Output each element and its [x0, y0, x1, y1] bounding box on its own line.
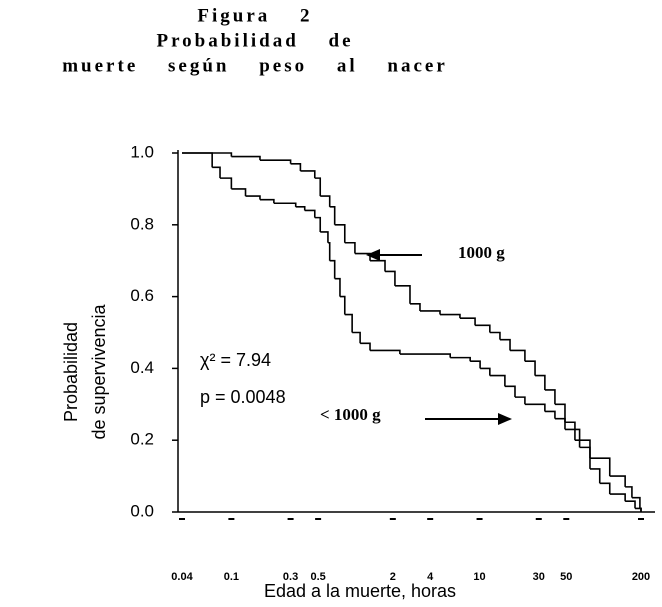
y-tick-label: 0.6: [130, 286, 154, 305]
step-segment: [564, 421, 576, 441]
step-segment: [354, 252, 371, 261]
step-segment: [589, 468, 601, 484]
step-segment: [320, 231, 329, 243]
x-tick-label: 0.5: [310, 571, 325, 583]
series-label: < 1000 g: [320, 405, 381, 424]
y-tick-label: 0.2: [130, 430, 154, 449]
step-segment: [574, 439, 591, 459]
annotation: p = 0.0048: [200, 387, 286, 407]
step-segment: [370, 349, 401, 355]
step-segment: [245, 195, 261, 200]
chart-title: muerte según peso al nacer: [62, 55, 448, 76]
x-tick-label: 4: [427, 571, 434, 583]
step-segment: [334, 277, 341, 297]
x-tick-label: 2: [390, 571, 396, 583]
x-tick-label: 0.1: [224, 571, 239, 583]
step-segment: [344, 241, 356, 254]
step-segment: [625, 500, 636, 509]
step-segment: [295, 206, 306, 211]
step-segment: [599, 482, 611, 495]
step-segment: [273, 202, 297, 207]
step-segment: [370, 259, 386, 272]
step-segment: [554, 403, 566, 423]
step-segment: [554, 417, 566, 430]
y-tick-label: 1.0: [130, 142, 154, 161]
arrow-head: [498, 413, 512, 425]
x-tick-label: 0.04: [171, 571, 193, 583]
x-tick-label: 50: [560, 571, 572, 583]
step-segment: [339, 295, 346, 315]
x-tick-label: 30: [533, 571, 545, 583]
step-segment: [499, 338, 511, 351]
step-segment: [300, 170, 316, 179]
step-segment: [329, 206, 336, 225]
step-segment: [489, 331, 501, 340]
step-segment: [524, 403, 546, 412]
step-segment: [564, 428, 581, 448]
step-segment: [259, 159, 292, 164]
step-segment: [327, 241, 331, 261]
x-tick-label: 200: [632, 571, 650, 583]
step-segment: [259, 198, 275, 204]
step-segment: [314, 177, 322, 197]
step-segment: [609, 475, 626, 487]
x-axis-label: Edad a la muerte, horas: [264, 581, 456, 601]
series-label: 1000 g: [458, 243, 505, 262]
step-segment: [182, 152, 213, 168]
chart-title: Figura 2: [197, 5, 312, 26]
step-segment: [231, 155, 261, 161]
y-axis-label: de supervivencia: [89, 303, 109, 439]
step-segment: [231, 188, 247, 197]
annotation: χ² = 7.94: [200, 350, 271, 370]
x-tick-label: 0.3: [283, 571, 298, 583]
step-segment: [459, 317, 476, 326]
step-segment: [220, 177, 233, 189]
x-tick-label: 10: [473, 571, 485, 583]
step-segment: [589, 457, 611, 477]
chart-title: Probabilidad de: [156, 30, 353, 51]
step-segment: [579, 446, 591, 469]
step-segment: [489, 374, 506, 387]
step-segment: [544, 410, 556, 419]
step-segment: [544, 389, 556, 405]
step-segment: [504, 385, 516, 398]
step-segment: [290, 162, 302, 171]
step-segment: [440, 313, 461, 319]
step-segment: [212, 166, 221, 179]
y-axis-label: Probabilidad: [61, 322, 81, 422]
step-segment: [419, 310, 441, 315]
y-tick-label: 0.0: [130, 501, 154, 520]
step-segment: [631, 496, 641, 509]
step-segment: [409, 302, 421, 311]
step-segment: [625, 486, 633, 498]
step-segment: [514, 396, 526, 405]
step-segment: [535, 374, 546, 390]
step-segment: [394, 285, 411, 304]
step-segment: [320, 195, 331, 207]
step-segment: [609, 493, 626, 502]
y-tick-label: 0.8: [130, 214, 154, 233]
step-segment: [524, 360, 536, 376]
step-segment: [352, 331, 361, 344]
step-segment: [385, 270, 396, 286]
step-segment: [475, 324, 491, 333]
step-segment: [314, 216, 322, 232]
step-segment: [304, 209, 316, 218]
step-segment: [344, 313, 353, 333]
step-segment: [480, 367, 491, 376]
step-segment: [399, 353, 452, 358]
arrow-head: [366, 249, 380, 261]
step-segment: [334, 224, 346, 243]
step-segment: [635, 507, 642, 512]
step-segment: [360, 342, 371, 351]
step-segment: [470, 360, 481, 369]
step-segment: [329, 259, 336, 279]
step-segment: [510, 349, 526, 362]
y-tick-label: 0.4: [130, 358, 154, 377]
step-segment: [450, 356, 471, 362]
